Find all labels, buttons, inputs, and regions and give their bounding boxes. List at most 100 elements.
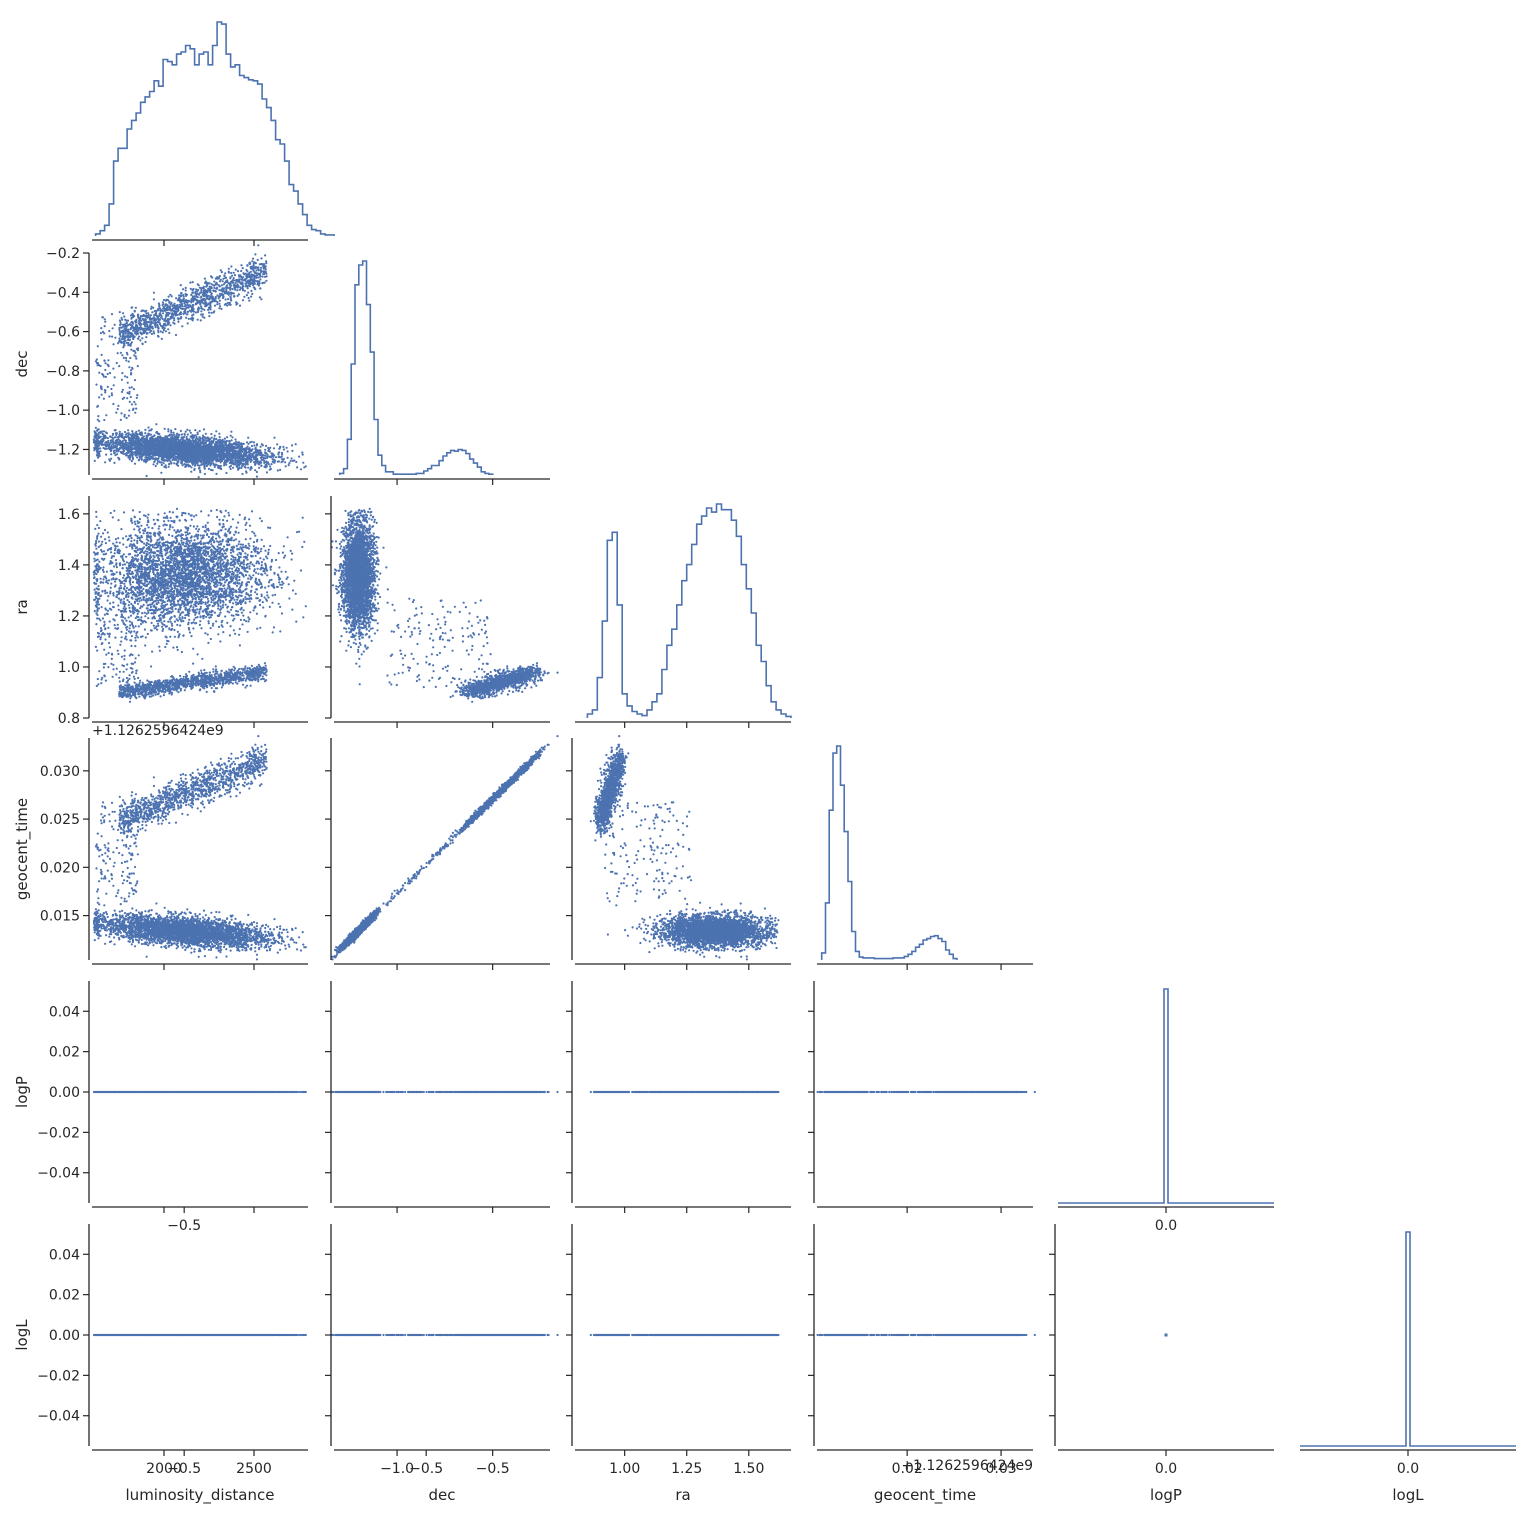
- scatter-point: [248, 297, 250, 299]
- scatter-point: [210, 450, 212, 452]
- scatter-point: [180, 430, 182, 432]
- scatter-point: [230, 272, 232, 274]
- scatter-point: [154, 310, 156, 312]
- scatter-point: [217, 446, 219, 448]
- scatter-point: [115, 434, 117, 436]
- scatter-point: [173, 462, 175, 464]
- scatter-point: [124, 431, 126, 433]
- scatter-point: [185, 465, 187, 467]
- scatter-point: [205, 616, 207, 618]
- scatter-point: [172, 459, 174, 461]
- scatter-point: [125, 608, 127, 610]
- scatter-point: [125, 359, 127, 361]
- scatter-point: [245, 461, 247, 463]
- scatter-point: [220, 465, 222, 467]
- scatter-point: [100, 450, 102, 452]
- scatter-point: [251, 260, 253, 262]
- scatter-point: [112, 327, 114, 329]
- scatter-point: [165, 316, 167, 318]
- scatter-point: [257, 266, 259, 268]
- scatter-point: [204, 299, 206, 301]
- scatter-point: [173, 441, 175, 443]
- scatter-point: [240, 461, 242, 463]
- scatter-point: [216, 450, 218, 452]
- scatter-point: [211, 283, 213, 285]
- scatter-point: [218, 307, 220, 309]
- scatter-point: [237, 270, 239, 272]
- scatter-point: [134, 444, 136, 446]
- scatter-point: [162, 325, 164, 327]
- scatter-point: [267, 447, 269, 449]
- scatter-point: [192, 606, 194, 608]
- scatter-point: [153, 332, 155, 334]
- scatter-point: [257, 276, 259, 278]
- scatter-point: [265, 270, 267, 272]
- scatter-point: [110, 449, 112, 451]
- scatter-point: [183, 453, 185, 455]
- scatter-point: [122, 398, 124, 400]
- scatter-point: [160, 443, 162, 445]
- scatter-point: [153, 330, 155, 332]
- scatter-point: [121, 354, 123, 356]
- scatter-point: [261, 539, 263, 541]
- scatter-point: [190, 301, 192, 303]
- scatter-point: [225, 444, 227, 446]
- scatter-point: [119, 435, 121, 437]
- scatter-point: [185, 442, 187, 444]
- scatter-point: [199, 460, 201, 462]
- scatter-point: [130, 444, 132, 446]
- scatter-point: [239, 451, 241, 453]
- scatter-point: [144, 446, 146, 448]
- scatter-point: [179, 441, 181, 443]
- scatter-point: [132, 408, 134, 410]
- scatter-point: [192, 281, 194, 283]
- scatter-point: [225, 456, 227, 458]
- scatter-point: [129, 458, 131, 460]
- scatter-point: [170, 316, 172, 318]
- scatter-point: [189, 441, 191, 443]
- scatter-point: [238, 281, 240, 283]
- scatter-point: [199, 292, 201, 294]
- scatter-point: [197, 300, 199, 302]
- scatter-point: [172, 432, 174, 434]
- scatter-point: [112, 403, 114, 405]
- scatter-point: [166, 454, 168, 456]
- scatter-point: [266, 275, 268, 277]
- scatter-point: [110, 458, 112, 460]
- scatter-point: [239, 305, 241, 307]
- scatter-point: [300, 468, 302, 470]
- scatter-point: [122, 346, 124, 348]
- scatter-point: [125, 444, 127, 446]
- scatter-point: [248, 300, 250, 302]
- scatter-point: [177, 304, 179, 306]
- scatter-point: [208, 468, 210, 470]
- scatter-point: [149, 321, 151, 323]
- scatter-point: [132, 457, 134, 459]
- scatter-point: [180, 295, 182, 297]
- scatter-point: [286, 447, 288, 449]
- scatter-point: [241, 473, 243, 475]
- scatter-point: [171, 309, 173, 311]
- scatter-point: [246, 274, 248, 276]
- scatter-point: [203, 302, 205, 304]
- scatter-point: [241, 279, 243, 281]
- scatter-point: [101, 338, 103, 340]
- scatter-point: [147, 327, 149, 329]
- scatter-point: [243, 443, 245, 445]
- scatter-point: [203, 295, 205, 297]
- scatter-point: [197, 319, 199, 321]
- scatter-point: [167, 308, 169, 310]
- scatter-point: [229, 287, 231, 289]
- scatter-point: [185, 431, 187, 433]
- scatter-point: [179, 306, 181, 308]
- scatter-point: [232, 450, 234, 452]
- scatter-point: [154, 434, 156, 436]
- scatter-point: [107, 595, 109, 597]
- scatter-point: [132, 327, 134, 329]
- scatter-point: [234, 457, 236, 459]
- scatter-point: [242, 448, 244, 450]
- scatter-point: [137, 439, 139, 441]
- scatter-point: [140, 431, 142, 433]
- scatter-point: [135, 355, 137, 357]
- scatter-point: [281, 454, 283, 456]
